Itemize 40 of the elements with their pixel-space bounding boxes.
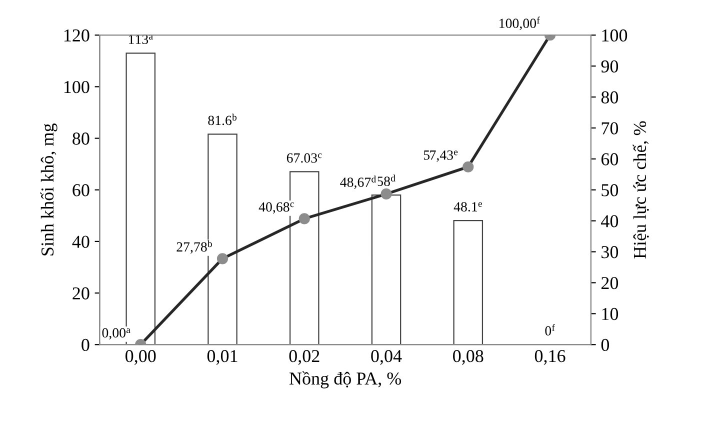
data-label: 0,00$^{a}$	[102, 328, 130, 340]
y2-tick-label: 90	[601, 60, 618, 73]
data-label: 57,43$^{e}$	[424, 150, 458, 162]
data-label: 0$^{f}$	[545, 324, 555, 336]
data-label: 67.03$^{c}$	[286, 153, 322, 163]
y2-tick-label: 30	[602, 246, 618, 258]
y-tick-label: 0	[82, 338, 90, 352]
y2-tick-label: 50	[602, 184, 618, 196]
y2-tick-label: 0	[601, 338, 610, 352]
x-axis-title: Nồng độ PA, %	[289, 371, 402, 388]
x-tick-label: 0,08	[453, 350, 484, 365]
y2-tick-label: 60	[601, 153, 618, 166]
y-tick-label: 60	[72, 184, 90, 196]
y2-tick-label: 70	[602, 122, 618, 134]
x-tick-label: 0,16	[534, 350, 566, 365]
y-tick-label: 20	[72, 287, 90, 300]
y2-axis-title: Hiệu lực ức chế, %	[632, 121, 649, 259]
y2-tick-label: 20	[601, 276, 618, 290]
bar	[371, 194, 402, 345]
data-label: 27,78$^{b}$	[176, 240, 212, 254]
data-label: 40,68$^{c}$	[258, 202, 294, 214]
y-tick-label: 80	[72, 132, 90, 145]
y-tick-label: 120	[64, 29, 90, 42]
x-tick-label: 0,01	[207, 350, 238, 365]
x-tick-label: 0,02	[289, 350, 320, 365]
y2-tick-label: 100	[602, 29, 628, 42]
y2-tick-label: 10	[602, 308, 618, 320]
y-axis-title: Sinh khối khô, mg	[40, 124, 58, 256]
data-label: 81.6$^{b}$	[208, 114, 237, 126]
y2-tick-label: 40	[601, 215, 618, 228]
data-label: 58$^{d}$	[377, 174, 396, 186]
data-label: 48.1$^{e}$	[454, 202, 482, 212]
y-tick-label: 100	[64, 80, 90, 94]
y-tick-label: 40	[72, 236, 90, 248]
data-label: 100,00$^{f}$	[500, 16, 540, 30]
y2-tick-label: 80	[601, 91, 618, 104]
bar	[453, 220, 484, 345]
data-label: 48,67$^{d}$	[340, 176, 376, 189]
x-tick-label: 0,04	[371, 350, 402, 365]
x-tick-label: 0,00	[126, 350, 156, 365]
